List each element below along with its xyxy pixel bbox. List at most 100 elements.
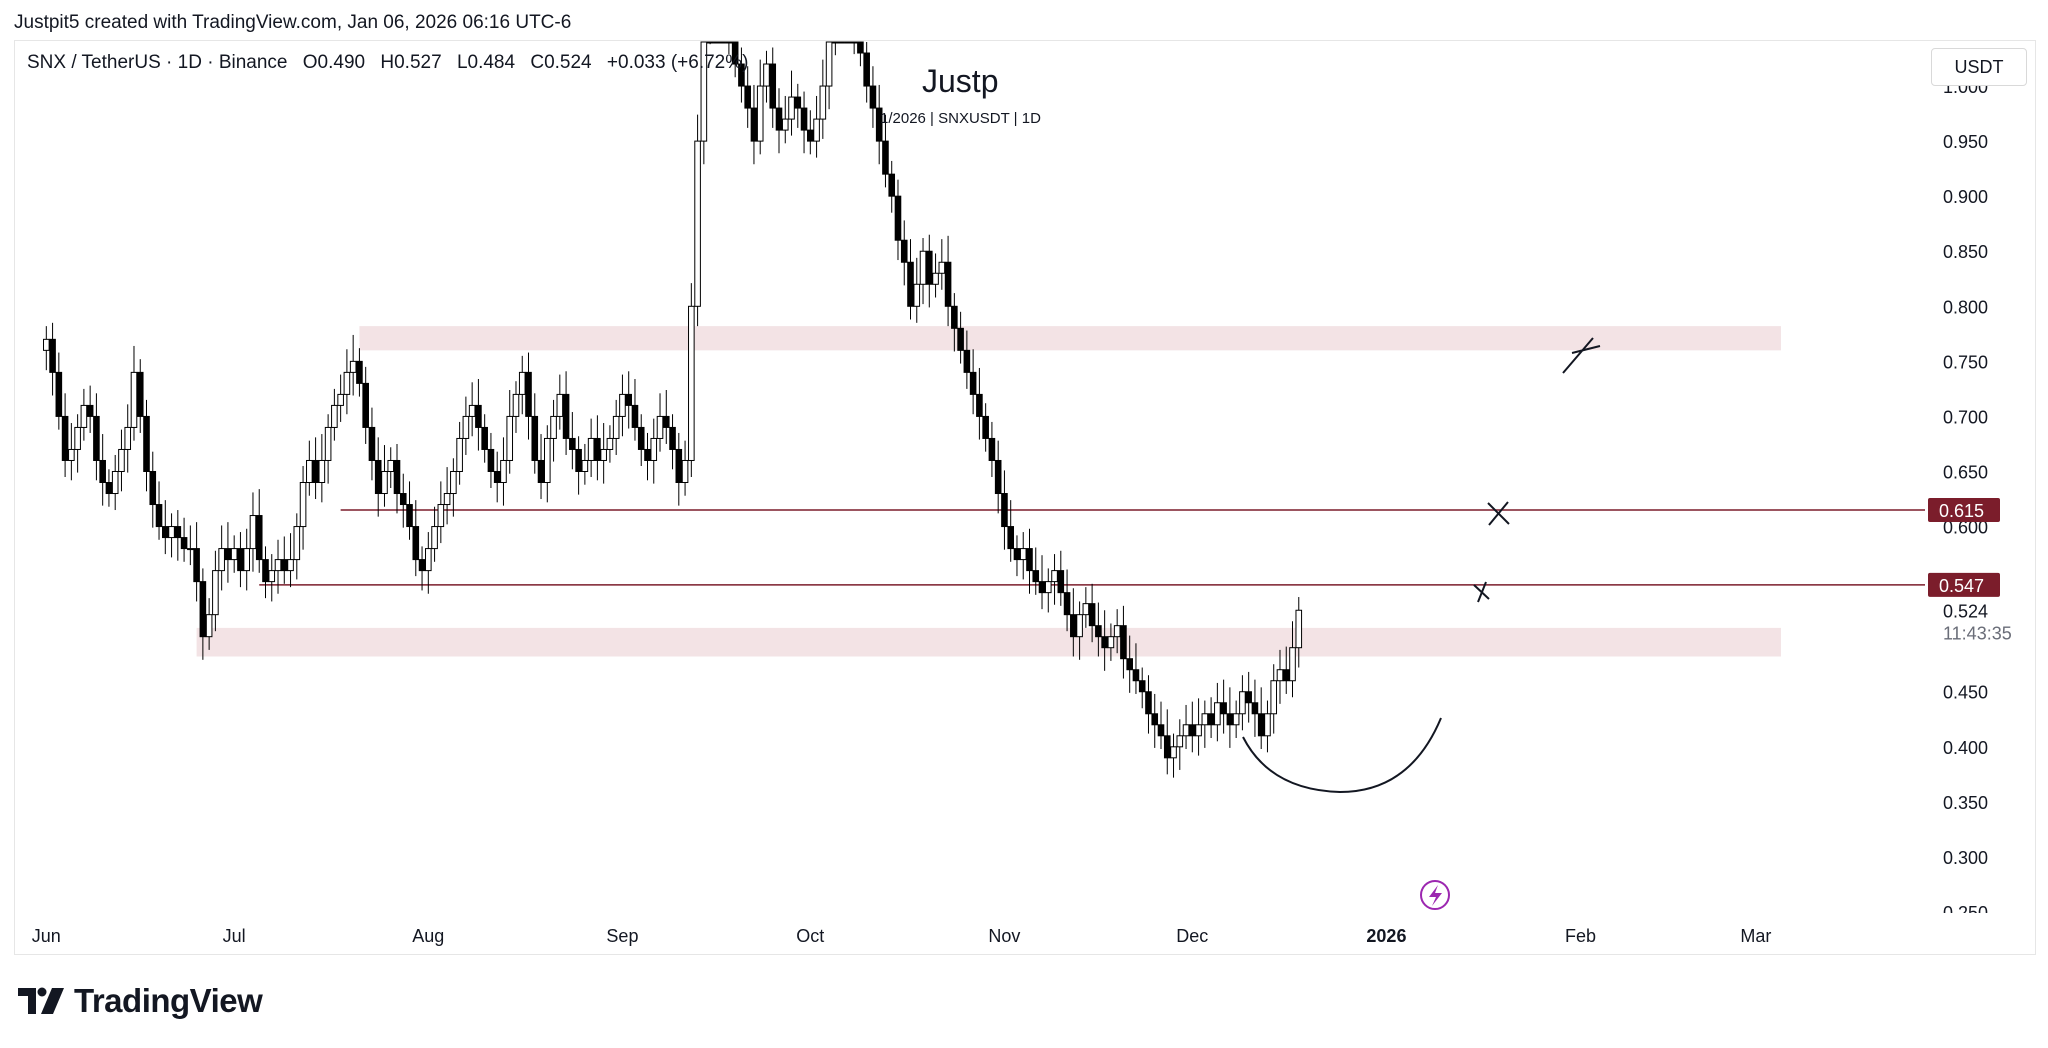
candle-body [324,426,332,461]
chart-frame[interactable] [14,40,2036,955]
candle-body [913,283,921,307]
candle-body [74,426,81,450]
candle-body [399,493,407,506]
price-tick-label: 0.800 [1943,297,1988,317]
candle-body [180,537,188,550]
price-tick-label: 0.650 [1943,462,1988,482]
watermark: Justp 1/2026 | SNXUSDT | 1D [880,63,1041,127]
axis-mask [1930,913,2030,925]
candle-body [1207,713,1215,726]
candle-body [569,437,576,450]
candle-body [612,415,620,439]
candle-body [136,371,144,417]
candle-body [1163,735,1171,759]
candle-body [894,195,902,241]
candle-body [237,548,244,572]
candle-body [1095,625,1102,638]
candle-body [1245,691,1252,704]
candle-body [243,548,251,572]
candle-body [149,470,157,506]
candle-body [675,448,683,484]
candle-body [1051,570,1058,583]
candle-body [506,415,514,461]
candle-body [299,482,307,528]
candle-body [700,41,708,142]
zone-1 [196,627,1781,657]
symbol-pair[interactable]: SNX / TetherUS · 1D · Binance [27,52,288,73]
candle-body [719,41,726,44]
candle-body [919,250,927,285]
candle-body [1157,724,1165,737]
candle-body [61,415,69,461]
candle-body [1007,526,1015,550]
candle-body [1239,691,1246,715]
tradingview-logo[interactable]: TradingView [18,982,263,1020]
candle-body [105,482,113,495]
ohlc-close: C0.524 [530,52,592,73]
candle-body [1289,647,1296,682]
candle-body [875,107,883,142]
candle-body [957,327,964,351]
candle-body [1276,669,1284,682]
flash-icon[interactable] [1420,880,1450,910]
price-tick-label: 0.700 [1943,407,1988,427]
candle-body [988,437,996,461]
time-tick-label: Nov [988,926,1020,946]
candle-body [312,459,319,484]
candle-body [487,448,495,472]
candle-body [518,371,526,395]
candle-body [193,548,200,583]
zone-0 [359,326,1781,351]
candle-body [1113,625,1121,638]
cross-mark-middle [1487,501,1510,526]
candle-body [938,261,946,274]
candle-body [306,459,313,484]
candle-body [543,437,551,484]
candle-body [468,404,476,417]
candle-body [93,415,100,461]
candle-body [368,426,376,461]
chart-attribution: Justpit5 created with TradingView.com, J… [14,12,572,33]
candle-body [1214,702,1221,726]
candle-body [212,570,219,616]
candle-body [1019,548,1027,561]
candle-body [781,118,789,131]
candle-body [99,459,106,484]
cross-mark-lower [1473,581,1490,603]
currency-button[interactable]: USDT [1931,48,2027,86]
candle-body [80,404,88,428]
candle-body [462,415,470,439]
candle-body [475,404,482,428]
candle-body [500,459,507,484]
candle-body [1026,548,1033,572]
price-chart[interactable]: Justp 1/2026 | SNXUSDT | 1D 1.0000.9500.… [0,0,2048,970]
candle-body [744,85,751,109]
candle-body [581,459,589,472]
candle-body [1001,493,1008,528]
candle-body [187,548,194,551]
candle-body [550,415,557,439]
candle-body [218,548,225,572]
candle-body [362,382,369,428]
candle-body [1101,636,1108,649]
candle-body [86,404,94,417]
candle-body [456,437,463,472]
candle-body [932,272,939,285]
candle-body [800,107,808,131]
candle-body [318,459,326,484]
candle-body [807,129,814,142]
candle-body [619,393,626,417]
candle-body [731,41,739,65]
candles [43,41,1303,778]
price-tick-label: 0.850 [1943,242,1988,262]
candle-body [944,261,952,307]
candle-body [1220,702,1227,715]
time-tick-label: Sep [606,926,638,946]
candle-body [844,41,852,44]
candle-body [525,371,532,417]
candle-body [481,426,488,450]
bar-countdown: 11:43:35 [1943,623,2012,643]
candle-body [907,261,914,307]
candle-body [356,360,363,384]
candle-body [900,239,908,263]
